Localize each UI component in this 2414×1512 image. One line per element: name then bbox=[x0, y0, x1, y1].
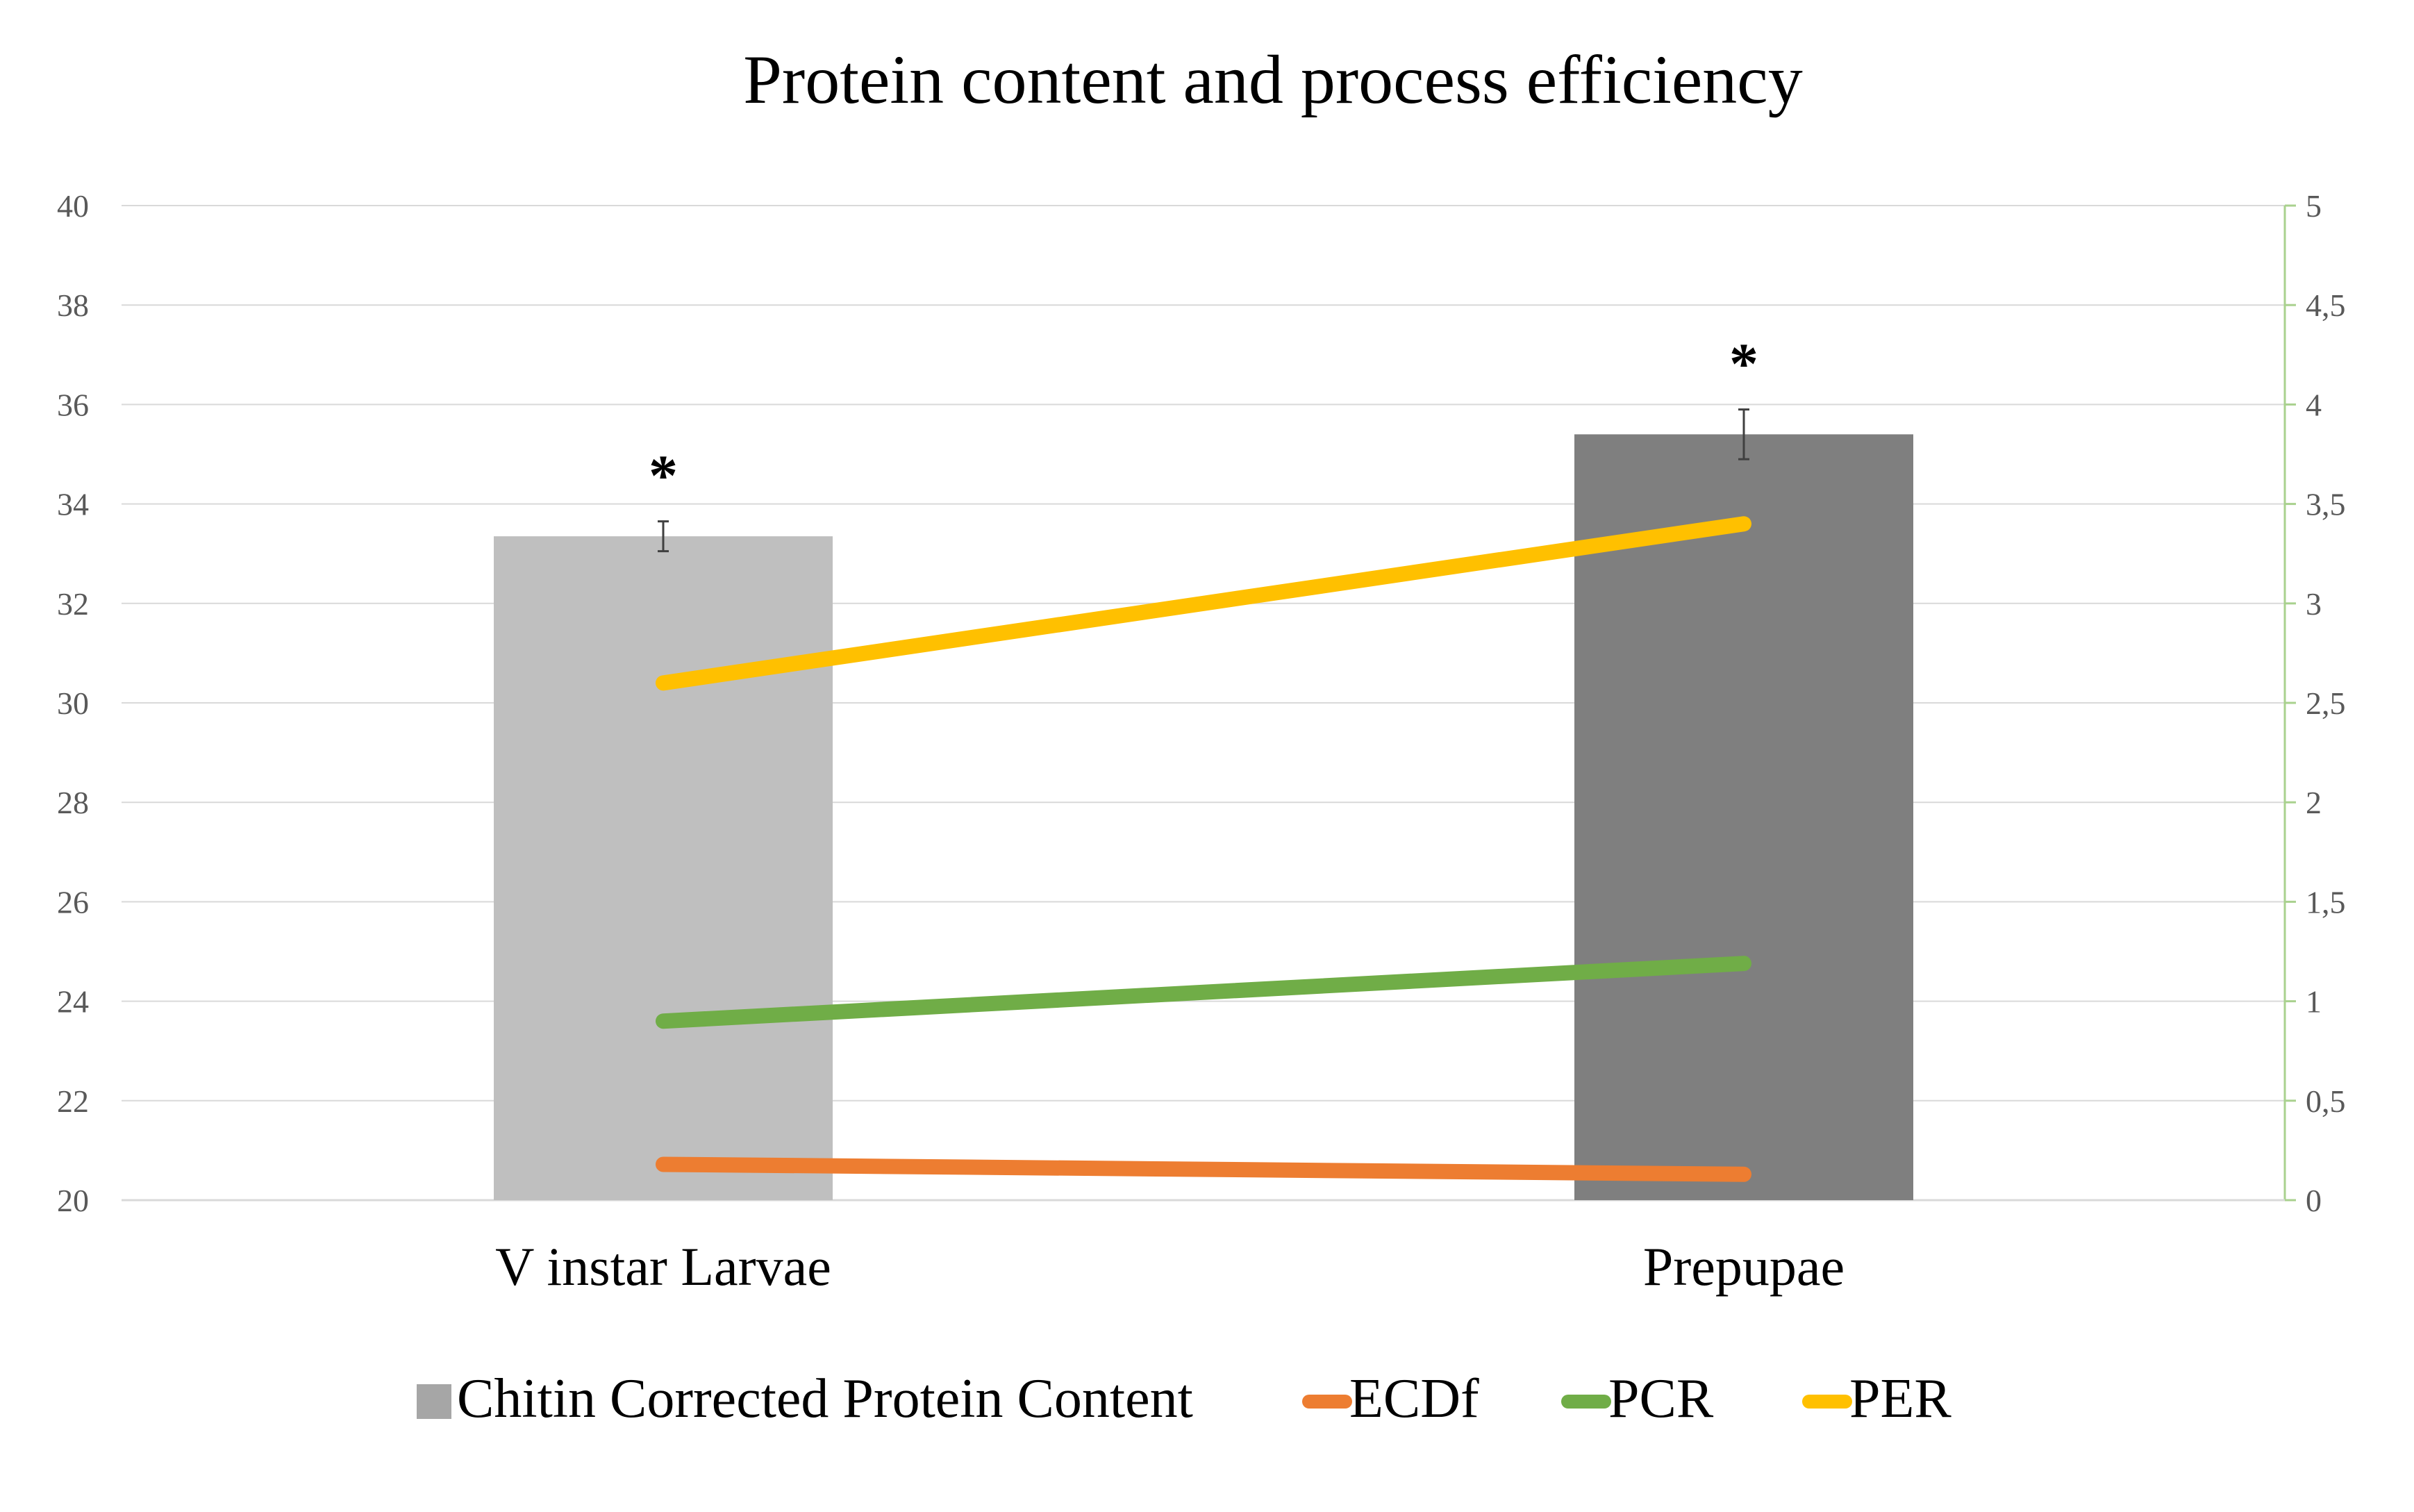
series-lines bbox=[656, 516, 1751, 1182]
right-tick-label: 4,5 bbox=[2306, 288, 2346, 323]
bar bbox=[1574, 434, 1913, 1200]
left-tick-label: 30 bbox=[57, 686, 89, 721]
left-tick-label: 38 bbox=[57, 288, 89, 323]
axes: 20 22 24 26 28 30 32 34 36 38 40 0 0,5 1 1,5 2 2,5 3 3,5 4 4… bbox=[57, 188, 2346, 1218]
left-tick-label: 32 bbox=[57, 586, 89, 622]
right-tick-label: 2 bbox=[2306, 785, 2322, 820]
right-tick-label: 5 bbox=[2306, 188, 2322, 224]
series-line-per bbox=[656, 516, 1751, 691]
right-tick-label: 3 bbox=[2306, 586, 2322, 622]
bars: ** bbox=[494, 332, 1913, 1200]
gridlines bbox=[122, 205, 2285, 1201]
legend: Chitin Corrected Protein Content ECDf PCR P… bbox=[417, 1368, 1951, 1429]
right-tick-label: 0,5 bbox=[2306, 1083, 2346, 1119]
legend-label: ECDf bbox=[1349, 1368, 1479, 1429]
left-tick-label: 22 bbox=[57, 1083, 89, 1119]
series-line-ecdf bbox=[656, 1156, 1751, 1182]
legend-swatch bbox=[417, 1384, 451, 1419]
chart-title: Protein content and process efficiency bbox=[743, 41, 1802, 118]
category-label: Prepupae bbox=[1643, 1236, 1845, 1297]
legend-label: Chitin Corrected Protein Content bbox=[457, 1368, 1193, 1429]
left-tick-label: 36 bbox=[57, 387, 89, 422]
right-tick-label: 3,5 bbox=[2306, 487, 2346, 522]
series-line-pcr bbox=[656, 956, 1751, 1029]
right-tick-label: 0 bbox=[2306, 1183, 2322, 1218]
right-tick-label: 1 bbox=[2306, 984, 2322, 1020]
left-tick-label: 20 bbox=[57, 1183, 89, 1218]
right-tick-label: 1,5 bbox=[2306, 884, 2346, 920]
left-tick-label: 28 bbox=[57, 785, 89, 820]
bar bbox=[494, 536, 833, 1200]
category-label: V instar Larvae bbox=[495, 1236, 831, 1297]
significance-marker: * bbox=[1729, 332, 1758, 397]
legend-label: PER bbox=[1849, 1368, 1951, 1429]
significance-marker: * bbox=[649, 444, 678, 508]
left-tick-label: 24 bbox=[57, 984, 89, 1020]
legend-label: PCR bbox=[1608, 1368, 1714, 1429]
category-labels: V instar Larvae Prepupae bbox=[495, 1236, 1845, 1297]
right-tick-label: 4 bbox=[2306, 387, 2322, 422]
left-tick-label: 26 bbox=[57, 884, 89, 920]
right-tick-label: 2,5 bbox=[2306, 686, 2346, 721]
left-tick-label: 34 bbox=[57, 487, 89, 522]
left-tick-label: 40 bbox=[57, 188, 89, 224]
